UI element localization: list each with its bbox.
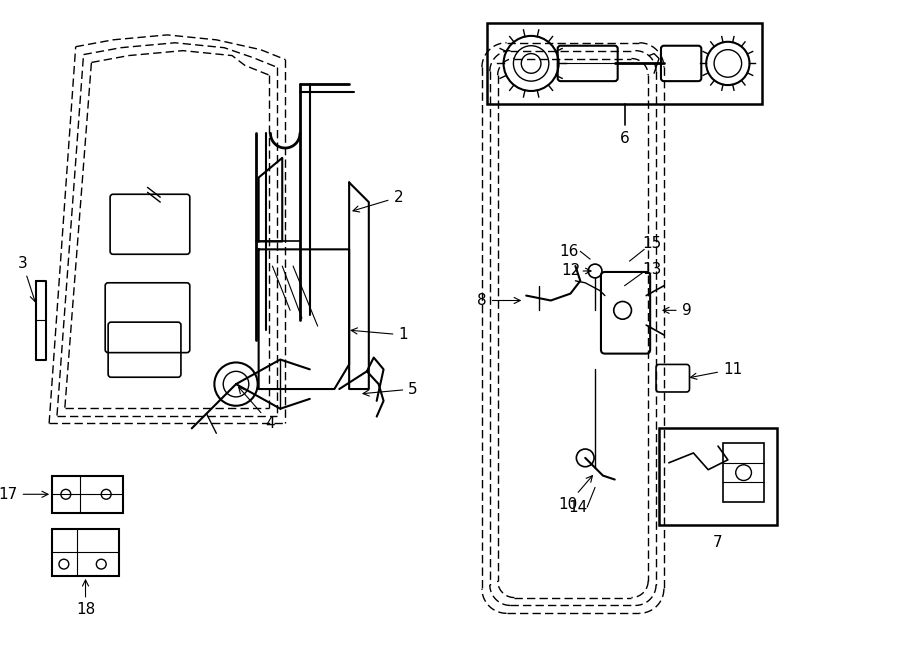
Bar — [659, 428, 777, 525]
Text: 7: 7 — [713, 535, 723, 550]
Text: 11: 11 — [690, 362, 742, 379]
Text: 10: 10 — [558, 476, 592, 512]
Text: 3: 3 — [18, 256, 36, 301]
Text: 5: 5 — [363, 381, 418, 397]
Text: 6: 6 — [620, 131, 629, 145]
Bar — [723, 443, 764, 502]
Text: 8: 8 — [477, 293, 520, 308]
Text: 16: 16 — [559, 244, 578, 259]
Text: 4: 4 — [238, 387, 275, 431]
Text: 17: 17 — [0, 486, 48, 502]
Text: 1: 1 — [351, 327, 408, 342]
Text: 18: 18 — [76, 580, 95, 617]
Text: 13: 13 — [643, 262, 662, 276]
Text: 14: 14 — [569, 500, 588, 514]
Bar — [52, 529, 119, 576]
Text: 9: 9 — [663, 303, 691, 318]
Text: 2: 2 — [353, 190, 403, 212]
Bar — [52, 476, 123, 513]
Bar — [487, 23, 762, 104]
Text: 15: 15 — [643, 236, 662, 251]
Text: 12: 12 — [561, 264, 581, 278]
